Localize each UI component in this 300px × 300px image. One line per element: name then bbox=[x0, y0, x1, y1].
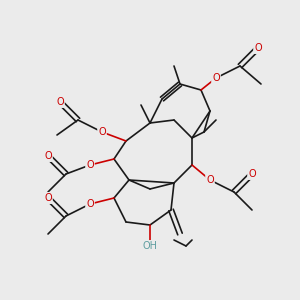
Text: O: O bbox=[86, 160, 94, 170]
Text: O: O bbox=[254, 43, 262, 53]
Text: O: O bbox=[206, 175, 214, 185]
Text: O: O bbox=[86, 199, 94, 209]
Text: O: O bbox=[44, 151, 52, 161]
Text: O: O bbox=[98, 127, 106, 137]
Text: O: O bbox=[44, 193, 52, 203]
Text: O: O bbox=[56, 97, 64, 107]
Text: OH: OH bbox=[142, 241, 158, 251]
Text: O: O bbox=[248, 169, 256, 179]
Text: O: O bbox=[212, 73, 220, 83]
